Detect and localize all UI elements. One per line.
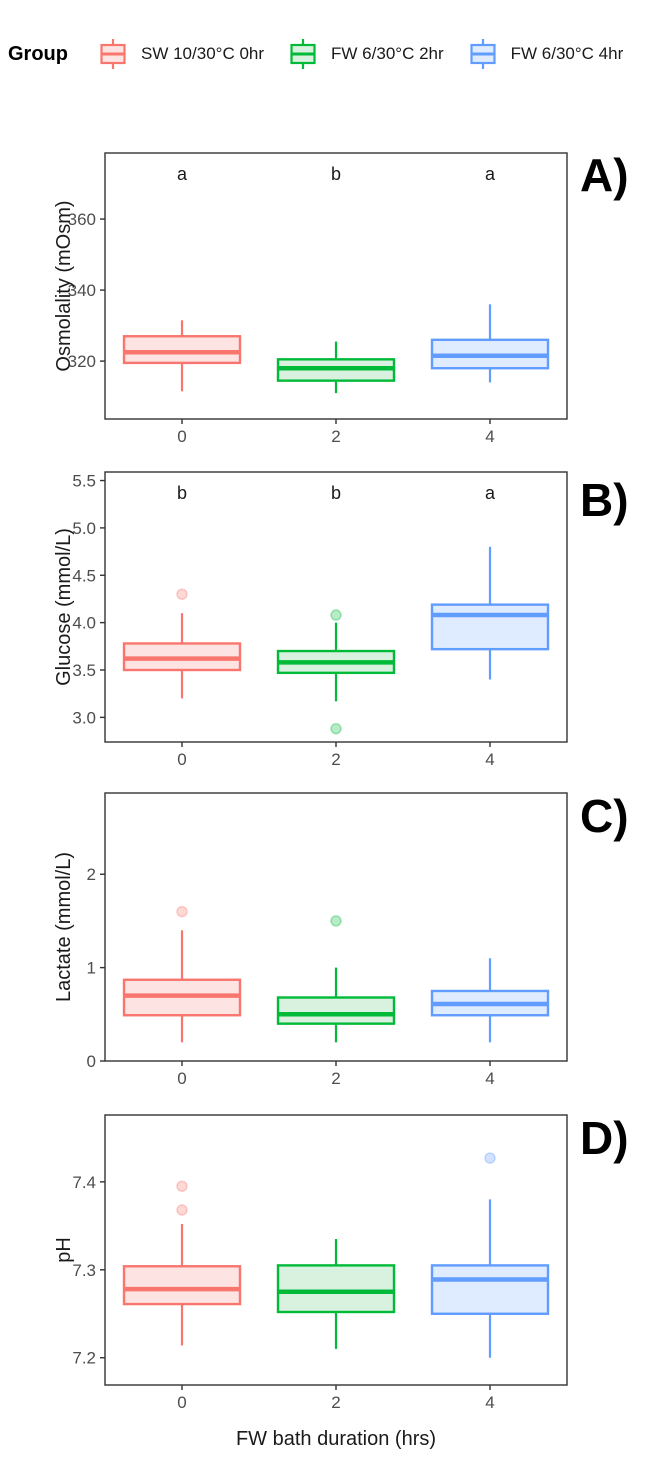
boxplot-C-x4 [430, 958, 550, 1043]
boxplot-key-icon [470, 39, 496, 69]
box [122, 335, 242, 365]
panel-label-b: B) [580, 474, 629, 526]
y-tick-label: 3.0 [72, 708, 96, 727]
y-axis-title-osmolality: Osmolality (mOsm) [53, 200, 75, 372]
y-tick-label: 4.5 [72, 566, 96, 585]
significance-letter: b [177, 483, 187, 503]
outlier-point [330, 609, 342, 621]
y-tick-label: 7.4 [72, 1173, 96, 1192]
y-tick-label: 360 [68, 210, 96, 229]
boxplot-B-x4 [430, 546, 550, 680]
y-axis-title-lactate: Lactate (mmol/L) [53, 851, 75, 1003]
x-tick-label: 0 [177, 427, 186, 446]
boxplot-D-x4 [430, 1152, 550, 1358]
x-tick-label: 4 [485, 750, 494, 769]
significance-letter: b [331, 483, 341, 503]
boxplot-B-x2 [276, 609, 396, 735]
box [430, 1264, 550, 1315]
boxplot-A-x0 [122, 320, 242, 392]
y-tick-label: 320 [68, 352, 96, 371]
outlier-point [176, 905, 188, 918]
boxplot-D-x0 [122, 1180, 242, 1346]
panel-B: 3.0 3.5 4.0 4.5 5.0 5.5 0 b 2 b 4 a [72, 471, 568, 769]
box [122, 1265, 242, 1306]
legend-item-label: FW 6/30°C 4hr [510, 44, 624, 63]
y-tick-label: 7.2 [72, 1349, 96, 1368]
y-axis-title-ph: pH [53, 1237, 75, 1263]
legend-item-fw-4hr: FW 6/30°C 4hr [468, 37, 624, 71]
y-tick-label: 2 [87, 865, 96, 884]
significance-letter: a [485, 164, 496, 184]
x-tick-label: 0 [177, 1393, 186, 1412]
x-axis-title: FW bath duration (hrs) [235, 1428, 437, 1450]
outlier-point [330, 722, 342, 735]
legend-item-fw-2hr: FW 6/30°C 2hr [288, 37, 444, 71]
box [276, 996, 396, 1025]
x-tick-label: 2 [331, 1393, 340, 1412]
y-tick-label: 5.0 [72, 519, 96, 538]
legend-item-label: FW 6/30°C 2hr [331, 44, 444, 63]
panel-C: 0 1 2 0 2 4 [87, 792, 568, 1088]
boxplot-B-x0 [122, 588, 242, 699]
outlier-point [176, 1180, 188, 1192]
outlier-point [330, 915, 342, 927]
y-tick-label: 5.5 [72, 472, 96, 491]
legend-item-sw-0hr: SW 10/30°C 0hr [98, 37, 264, 71]
x-tick-label: 0 [177, 750, 186, 769]
significance-letter: a [485, 483, 496, 503]
y-tick-label: 3.5 [72, 661, 96, 680]
outlier-point [176, 588, 188, 600]
boxplot-A-x4 [430, 304, 550, 383]
y-tick-label: 4.0 [72, 614, 96, 633]
boxplot-D-x2 [276, 1239, 396, 1349]
panel-A: 320 340 360 0 a 2 b 4 a [68, 152, 568, 446]
boxplot-C-x0 [122, 905, 242, 1043]
panel-label-a: A) [580, 149, 629, 201]
y-tick-label: 0 [87, 1052, 96, 1071]
x-tick-label: 0 [177, 1069, 186, 1088]
boxplot-key-icon [100, 39, 126, 69]
x-tick-label: 2 [331, 427, 340, 446]
legend: Group SW 10/30°C 0hr FW 6/30°C 2hr FW 6/… [8, 30, 623, 78]
outlier-point [176, 1204, 188, 1216]
x-tick-label: 4 [485, 1393, 494, 1412]
legend-item-label: SW 10/30°C 0hr [141, 44, 265, 63]
box [276, 1264, 396, 1314]
boxplot-A-x2 [276, 341, 396, 394]
panel-D: 7.2 7.3 7.4 0 2 4 [72, 1114, 568, 1412]
x-tick-label: 2 [331, 750, 340, 769]
significance-letter: a [177, 164, 188, 184]
significance-letter: b [331, 164, 341, 184]
boxplot-C-x2 [276, 915, 396, 1043]
y-tick-label: 1 [87, 959, 96, 978]
y-tick-label: 7.3 [72, 1261, 96, 1280]
box [430, 603, 550, 651]
panel-label-d: D) [580, 1112, 629, 1164]
boxplot-key-icon [290, 39, 316, 69]
x-tick-label: 2 [331, 1069, 340, 1088]
x-tick-label: 4 [485, 1069, 494, 1088]
y-tick-label: 340 [68, 281, 96, 300]
x-tick-label: 4 [485, 427, 494, 446]
panel-label-c: C) [580, 790, 629, 842]
outlier-point [484, 1152, 496, 1164]
legend-title: Group [8, 42, 68, 65]
y-axis-title-glucose: Glucose (mmol/L) [53, 528, 75, 686]
